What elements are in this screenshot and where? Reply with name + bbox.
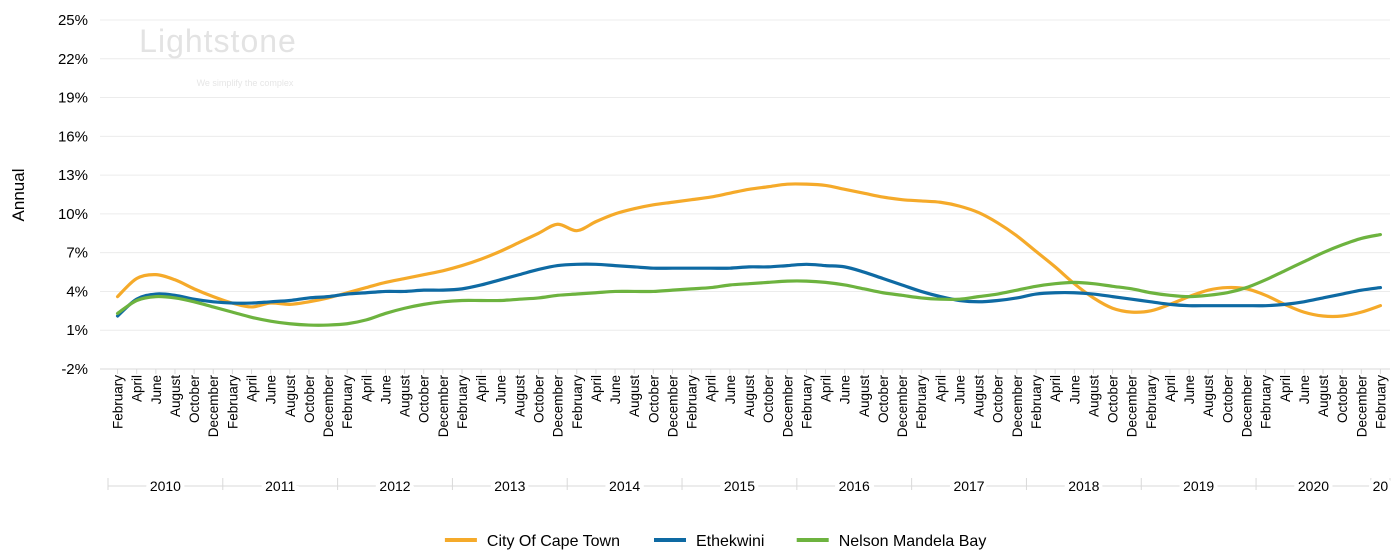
x-tick-label: February bbox=[455, 375, 470, 429]
x-tick-label: August bbox=[1316, 375, 1331, 417]
x-tick-label: February bbox=[1259, 375, 1274, 429]
x-tick-label: April bbox=[245, 375, 260, 402]
x-tick-label: June bbox=[149, 375, 164, 404]
x-tick-label: June bbox=[493, 375, 508, 404]
x-tick-label: April bbox=[819, 375, 834, 402]
x-tick-label: December bbox=[895, 375, 910, 438]
group-label: 2014 bbox=[609, 478, 640, 494]
x-tick-label: April bbox=[933, 375, 948, 402]
x-tick-label: February bbox=[914, 375, 929, 429]
x-tick-label: June bbox=[952, 375, 967, 404]
x-tick-label: December bbox=[321, 375, 336, 438]
x-tick-label: October bbox=[532, 375, 547, 424]
x-tick-label: October bbox=[1106, 375, 1121, 424]
x-tick-label: February bbox=[111, 375, 126, 429]
group-label: 2016 bbox=[839, 478, 870, 494]
x-tick-label: August bbox=[1086, 375, 1101, 417]
x-tick-label: December bbox=[551, 375, 566, 438]
legend-label: Nelson Mandela Bay bbox=[839, 533, 987, 550]
legend-label: Ethekwini bbox=[696, 533, 764, 550]
x-tick-label: December bbox=[436, 375, 451, 438]
x-tick-label: April bbox=[130, 375, 145, 402]
group-label: 2013 bbox=[494, 478, 525, 494]
x-tick-label: August bbox=[972, 375, 987, 417]
x-tick-label: August bbox=[398, 375, 413, 417]
y-tick-label: 19% bbox=[58, 90, 88, 107]
x-tick-label: June bbox=[378, 375, 393, 404]
group-label: 2011 bbox=[265, 478, 295, 494]
group-label: 2012 bbox=[379, 478, 410, 494]
x-tick-label: June bbox=[264, 375, 279, 404]
y-tick-label: 25% bbox=[58, 12, 88, 29]
x-tick-label: October bbox=[1220, 375, 1235, 424]
x-tick-label: October bbox=[876, 375, 891, 424]
y-tick-label: 4% bbox=[66, 283, 88, 300]
x-tick-label: October bbox=[761, 375, 776, 424]
x-tick-label: June bbox=[1067, 375, 1082, 404]
group-label: 2015 bbox=[724, 478, 755, 494]
x-tick-label: April bbox=[1278, 375, 1293, 402]
group-label: 2019 bbox=[1183, 478, 1214, 494]
x-tick-label: April bbox=[589, 375, 604, 402]
x-tick-label: June bbox=[723, 375, 738, 404]
x-tick-label: February bbox=[340, 375, 355, 429]
x-tick-label: February bbox=[1144, 375, 1159, 429]
x-tick-label: June bbox=[1297, 375, 1312, 404]
x-tick-label: April bbox=[1163, 375, 1178, 402]
x-tick-label: April bbox=[359, 375, 374, 402]
group-label: 2010 bbox=[150, 478, 181, 494]
x-tick-label: June bbox=[608, 375, 623, 404]
x-tick-label: August bbox=[168, 375, 183, 417]
y-tick-label: -2% bbox=[61, 361, 88, 378]
x-tick-label: October bbox=[991, 375, 1006, 424]
x-tick-label: August bbox=[512, 375, 527, 417]
x-tick-label: December bbox=[780, 375, 795, 438]
x-tick-label: April bbox=[1048, 375, 1063, 402]
x-tick-label: October bbox=[417, 375, 432, 424]
x-tick-label: October bbox=[1335, 375, 1350, 424]
x-tick-label: June bbox=[1182, 375, 1197, 404]
group-label: 2018 bbox=[1068, 478, 1099, 494]
x-tick-label: April bbox=[474, 375, 489, 402]
legend-label: City Of Cape Town bbox=[487, 533, 620, 550]
y-tick-label: 16% bbox=[58, 128, 88, 145]
x-tick-label: August bbox=[283, 375, 298, 417]
x-tick-label: December bbox=[1125, 375, 1140, 438]
x-tick-label: December bbox=[206, 375, 221, 438]
watermark-tagline: We simplify the complex bbox=[197, 78, 294, 88]
x-tick-label: October bbox=[646, 375, 661, 424]
y-tick-label: 13% bbox=[58, 167, 88, 184]
x-tick-label: December bbox=[1010, 375, 1025, 438]
series-line bbox=[115, 232, 1383, 327]
y-tick-label: 1% bbox=[66, 322, 88, 339]
x-tick-label: August bbox=[857, 375, 872, 417]
y-tick-label: 10% bbox=[58, 206, 88, 223]
x-tick-label: February bbox=[685, 375, 700, 429]
x-tick-label: August bbox=[627, 375, 642, 417]
y-tick-label: 22% bbox=[58, 51, 88, 68]
x-tick-label: April bbox=[704, 375, 719, 402]
group-label: 2017 bbox=[953, 478, 984, 494]
y-tick-label: 7% bbox=[66, 245, 88, 262]
y-axis-label: Annual bbox=[9, 169, 28, 222]
x-tick-label: October bbox=[187, 375, 202, 424]
watermark-brand: Lightstone bbox=[139, 23, 297, 59]
x-tick-label: February bbox=[1029, 375, 1044, 429]
x-tick-label: December bbox=[665, 375, 680, 438]
x-tick-label: February bbox=[799, 375, 814, 429]
series-line bbox=[115, 262, 1383, 318]
x-tick-label: October bbox=[302, 375, 317, 424]
x-tick-label: June bbox=[838, 375, 853, 404]
group-label: 2020 bbox=[1298, 478, 1329, 494]
x-tick-label: August bbox=[742, 375, 757, 417]
group-label: 20 bbox=[1373, 478, 1389, 494]
x-tick-label: February bbox=[570, 375, 585, 429]
x-tick-label: February bbox=[225, 375, 240, 429]
x-tick-label: December bbox=[1354, 375, 1369, 438]
x-tick-label: December bbox=[1239, 375, 1254, 438]
x-tick-label: February bbox=[1373, 375, 1388, 429]
x-tick-label: August bbox=[1201, 375, 1216, 417]
